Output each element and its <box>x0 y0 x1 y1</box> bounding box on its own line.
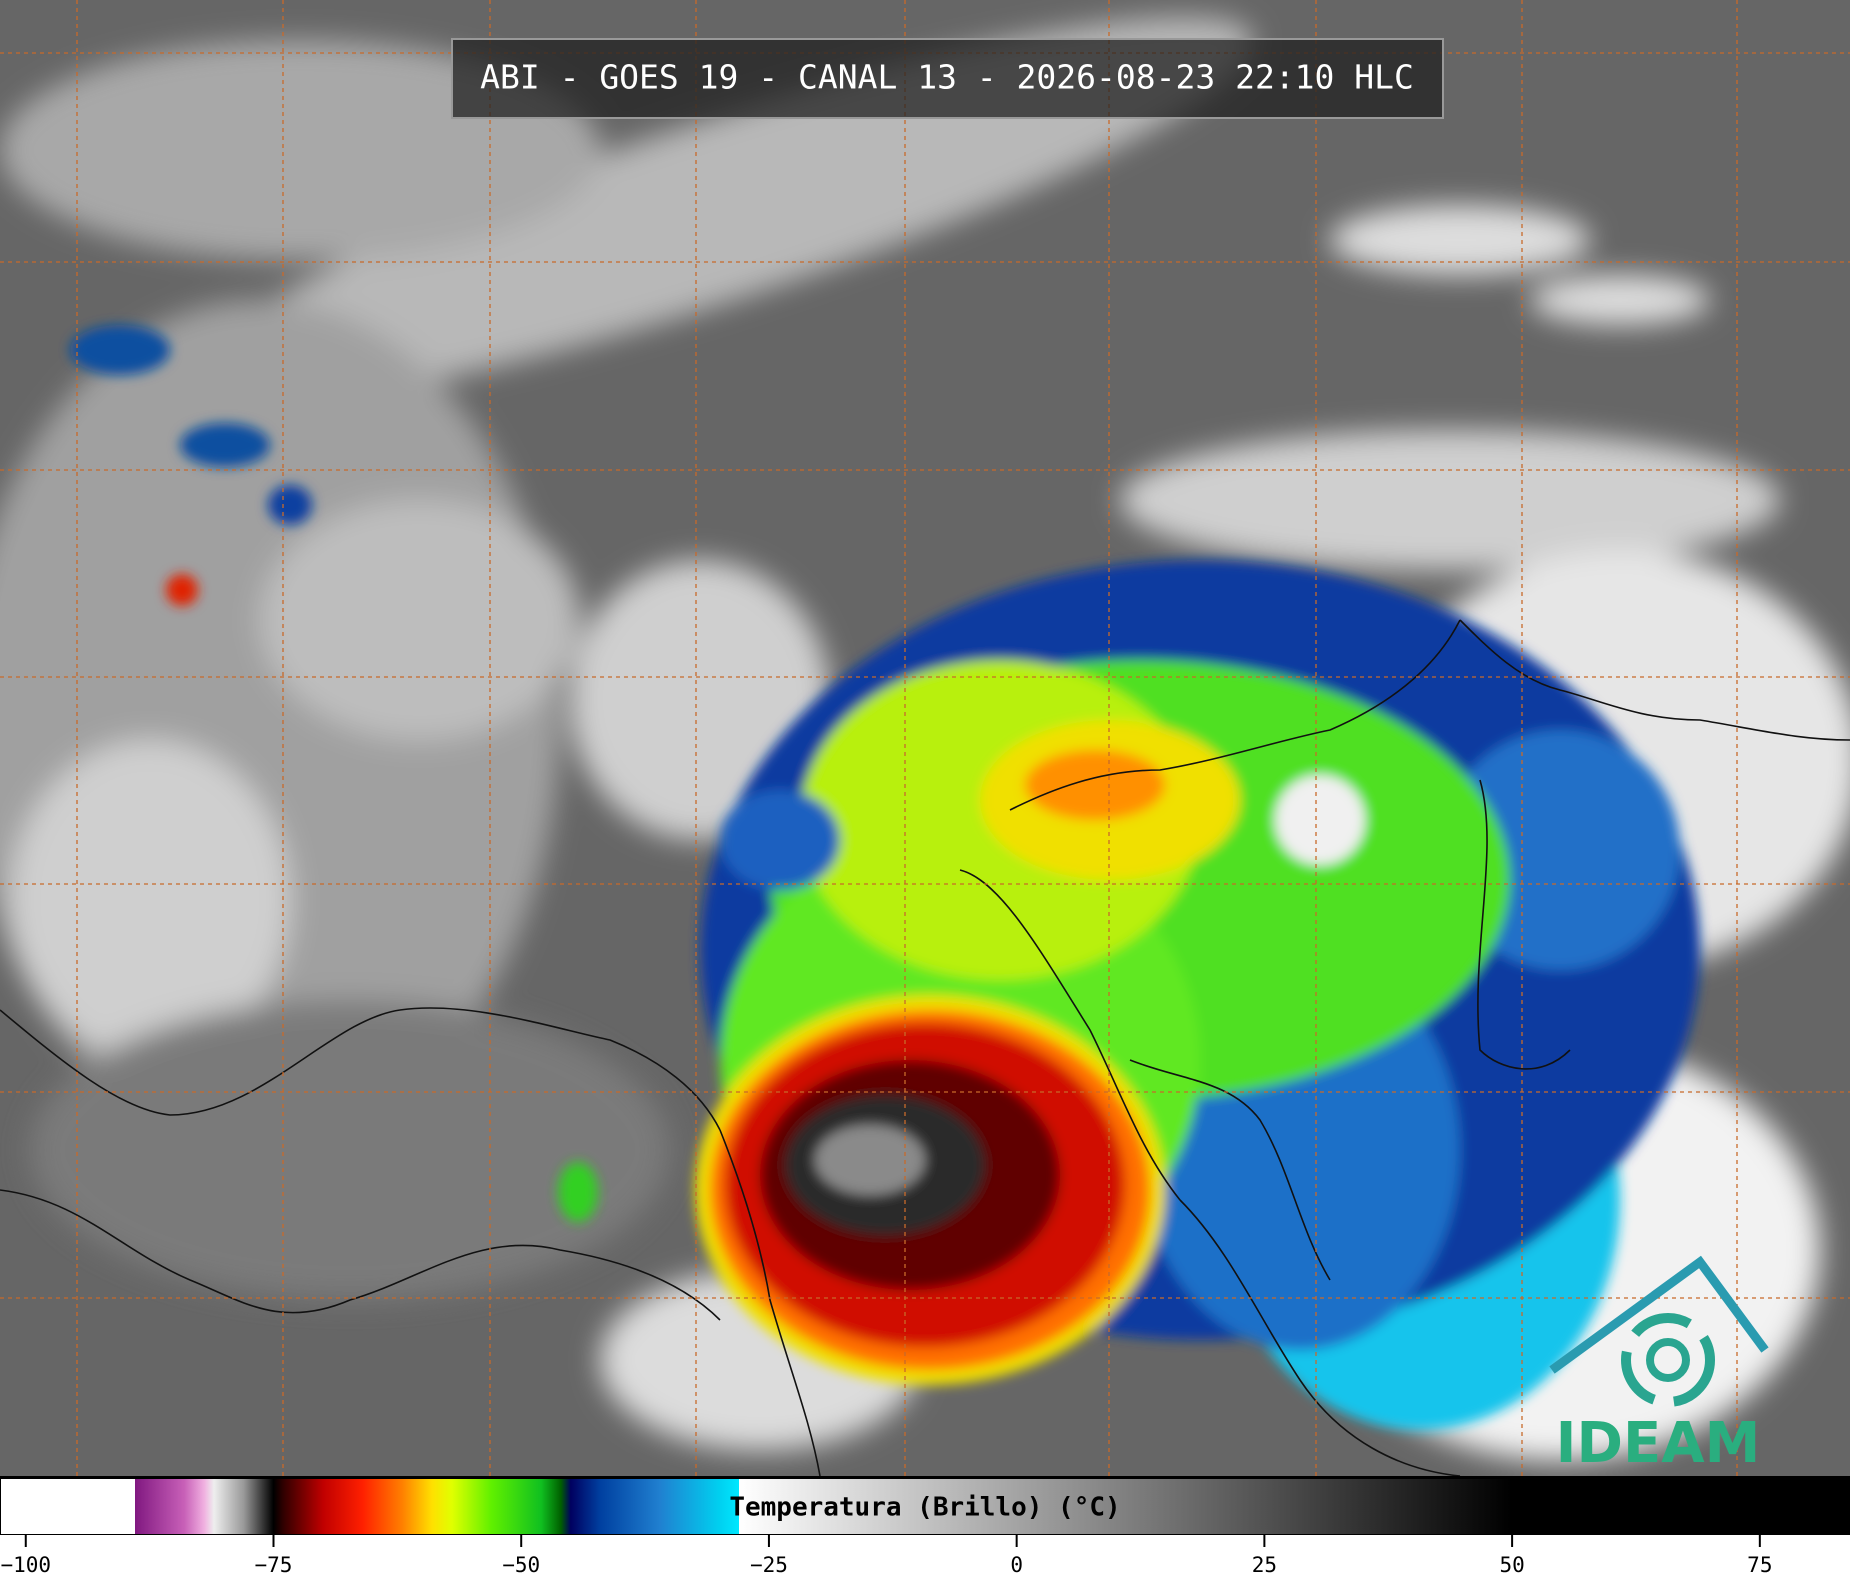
tick-label: 75 <box>1747 1553 1772 1577</box>
tick-label: 25 <box>1252 1553 1277 1577</box>
map-image: IDEAM <box>0 0 1850 1476</box>
cold-cloud-tops <box>70 325 1700 1430</box>
logo-mountain <box>1549 1255 1769 1374</box>
tick-area <box>0 1535 1850 1577</box>
logo-text: IDEAM <box>1556 1411 1761 1476</box>
tick-label: −75 <box>255 1553 293 1577</box>
title-background <box>451 38 1444 119</box>
logo-spiral <box>1621 1313 1715 1407</box>
graticule <box>0 0 1850 1476</box>
coastlines <box>0 619 1850 1476</box>
title-box: ABI - GOES 19 - CANAL 13 - 2026-08-23 22… <box>451 38 1444 119</box>
tick-label: 0 <box>1010 1553 1023 1577</box>
tick-label: 50 <box>1499 1553 1524 1577</box>
colorbar: Temperatura (Brillo) (°C) −100 −75 −50 −25 0… <box>0 1477 1850 1577</box>
logo: IDEAM <box>1549 1255 1769 1476</box>
tick-label: −50 <box>502 1553 540 1577</box>
tick-label: −100 <box>0 1553 51 1577</box>
logo-spiral <box>1646 1338 1690 1382</box>
clouds <box>0 16 1850 1460</box>
colorbar-bar <box>0 1477 1850 1536</box>
colorbar-label: Temperatura (Brillo) (°C) <box>729 1493 1120 1523</box>
tick-label: −25 <box>750 1553 788 1577</box>
title: ABI - GOES 19 - CANAL 13 - 2026-08-23 22… <box>480 58 1414 97</box>
